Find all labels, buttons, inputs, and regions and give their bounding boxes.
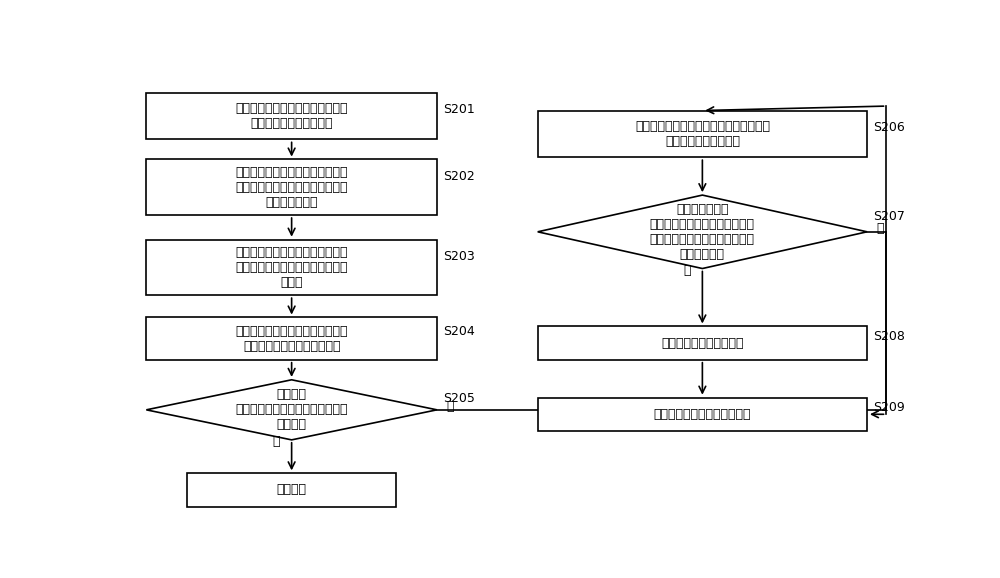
Text: 判断异常攻击所
在的目标预设时间周期的前第二
预设数量个预设时间周期内是否
存在告警操作: 判断异常攻击所 在的目标预设时间周期的前第二 预设数量个预设时间周期内是否 存在… (650, 203, 755, 261)
Text: S206: S206 (873, 121, 905, 134)
FancyBboxPatch shape (538, 110, 867, 157)
FancyBboxPatch shape (538, 398, 867, 431)
Text: 按照预设时间周期进行攻击次数统
计，得到各目标攻击次数: 按照预设时间周期进行攻击次数统 计，得到各目标攻击次数 (235, 102, 348, 130)
Text: S204: S204 (443, 325, 475, 339)
FancyBboxPatch shape (146, 160, 437, 215)
Text: S209: S209 (873, 401, 905, 414)
Text: 将异常攻击从统计结果中剔除: 将异常攻击从统计结果中剔除 (654, 408, 751, 421)
Text: S203: S203 (443, 250, 475, 263)
Text: S201: S201 (443, 103, 475, 116)
Polygon shape (538, 195, 867, 269)
Text: S208: S208 (873, 330, 905, 343)
Text: S207: S207 (873, 210, 905, 223)
Text: 不做处理: 不做处理 (277, 483, 307, 497)
Text: 是: 是 (876, 222, 884, 235)
Polygon shape (146, 380, 437, 440)
Text: 获取各目标攻击次数分别对应的前
第一预设数量个预设时间周期内的
各历史攻击次数: 获取各目标攻击次数分别对应的前 第一预设数量个预设时间周期内的 各历史攻击次数 (235, 166, 348, 209)
Text: 将超出相应目标攻击阈值的目标攻击次数
的攻击确定为异常攻击: 将超出相应目标攻击阈值的目标攻击次数 的攻击确定为异常攻击 (635, 120, 770, 148)
FancyBboxPatch shape (187, 473, 396, 507)
Text: S205: S205 (443, 392, 475, 405)
FancyBboxPatch shape (538, 327, 867, 360)
Text: 对每个目标攻击次数和对应的各历
史攻击次数进行大小排序，得到排
序结果: 对每个目标攻击次数和对应的各历 史攻击次数进行大小排序，得到排 序结果 (235, 246, 348, 289)
Text: 对异常攻击进行告警操作: 对异常攻击进行告警操作 (661, 336, 744, 350)
Text: 是: 是 (446, 400, 454, 413)
FancyBboxPatch shape (146, 240, 437, 295)
FancyBboxPatch shape (146, 317, 437, 360)
Text: 否: 否 (272, 435, 280, 448)
Text: 否: 否 (683, 264, 691, 277)
Text: 按照预设阈值选取规则从各排序结
果中选取得到各目标攻击阈值: 按照预设阈值选取规则从各排序结 果中选取得到各目标攻击阈值 (235, 325, 348, 353)
Text: 判断是否
存在超出相应目标攻击阈值的目标
攻击次数: 判断是否 存在超出相应目标攻击阈值的目标 攻击次数 (235, 388, 348, 431)
FancyBboxPatch shape (146, 92, 437, 139)
Text: S202: S202 (443, 170, 475, 183)
